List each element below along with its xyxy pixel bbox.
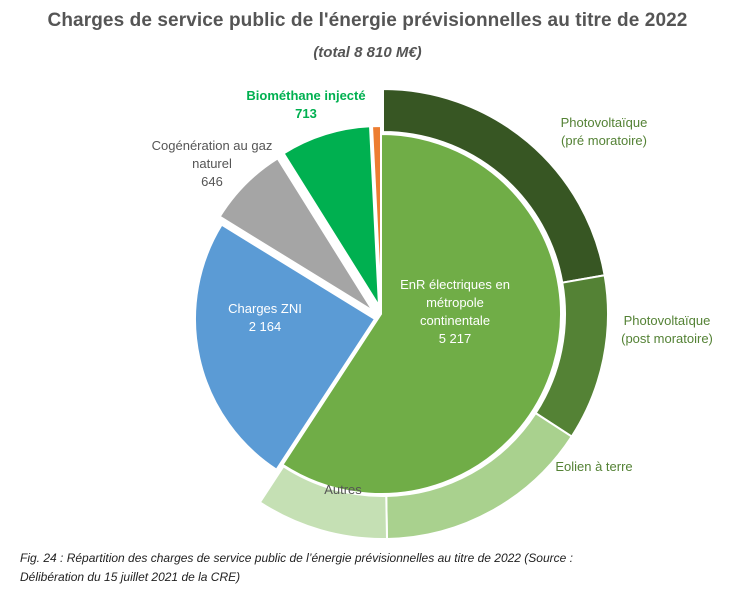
- inner-slice-cogeneration-au-gaz-naturel: [218, 156, 374, 312]
- label-enr-electriques-en-metropole-continentale: EnR électriques en métropole continentale 5…: [400, 277, 510, 346]
- label-autres: Autres: [324, 482, 362, 497]
- label-cogeneration-au-gaz-naturel: Cogénération au gaz naturel 646: [152, 138, 273, 189]
- figure-caption: Fig. 24 : Répartition des charges de ser…: [20, 549, 720, 587]
- label-photovoltaique-post-moratoire: Photovoltaïque (post moratoire): [621, 313, 713, 346]
- inner-slice-charges-zni: [194, 223, 377, 472]
- label-charges-zni: Charges ZNI 2 164: [228, 301, 302, 334]
- outer-slice-autres: [258, 464, 389, 540]
- label-eolien-a-terre: Eolien à terre: [555, 459, 632, 474]
- inner-slice-enr-electriques-en-metropole-continentale: [281, 132, 562, 495]
- inner-slice-autre: [370, 124, 382, 307]
- caption-line-2: Délibération du 15 juillet 2021 de la CR…: [20, 570, 241, 584]
- chart-subtitle: (total 8 810 M€): [313, 44, 422, 61]
- chart-title: Charges de service public de l'énergie p…: [47, 10, 688, 31]
- label-photovoltaique-pre-moratoire: Photovoltaïque (pré moratoire): [561, 115, 648, 148]
- caption-line-1: Fig. 24 : Répartition des charges de ser…: [20, 551, 573, 565]
- sunburst-chart: EnR électriques en métropole continentale 5…: [152, 87, 713, 540]
- inner-slice-biomethane-injecte: [282, 125, 381, 310]
- label-biomethane-injecte: Biométhane injecté 713: [246, 88, 365, 121]
